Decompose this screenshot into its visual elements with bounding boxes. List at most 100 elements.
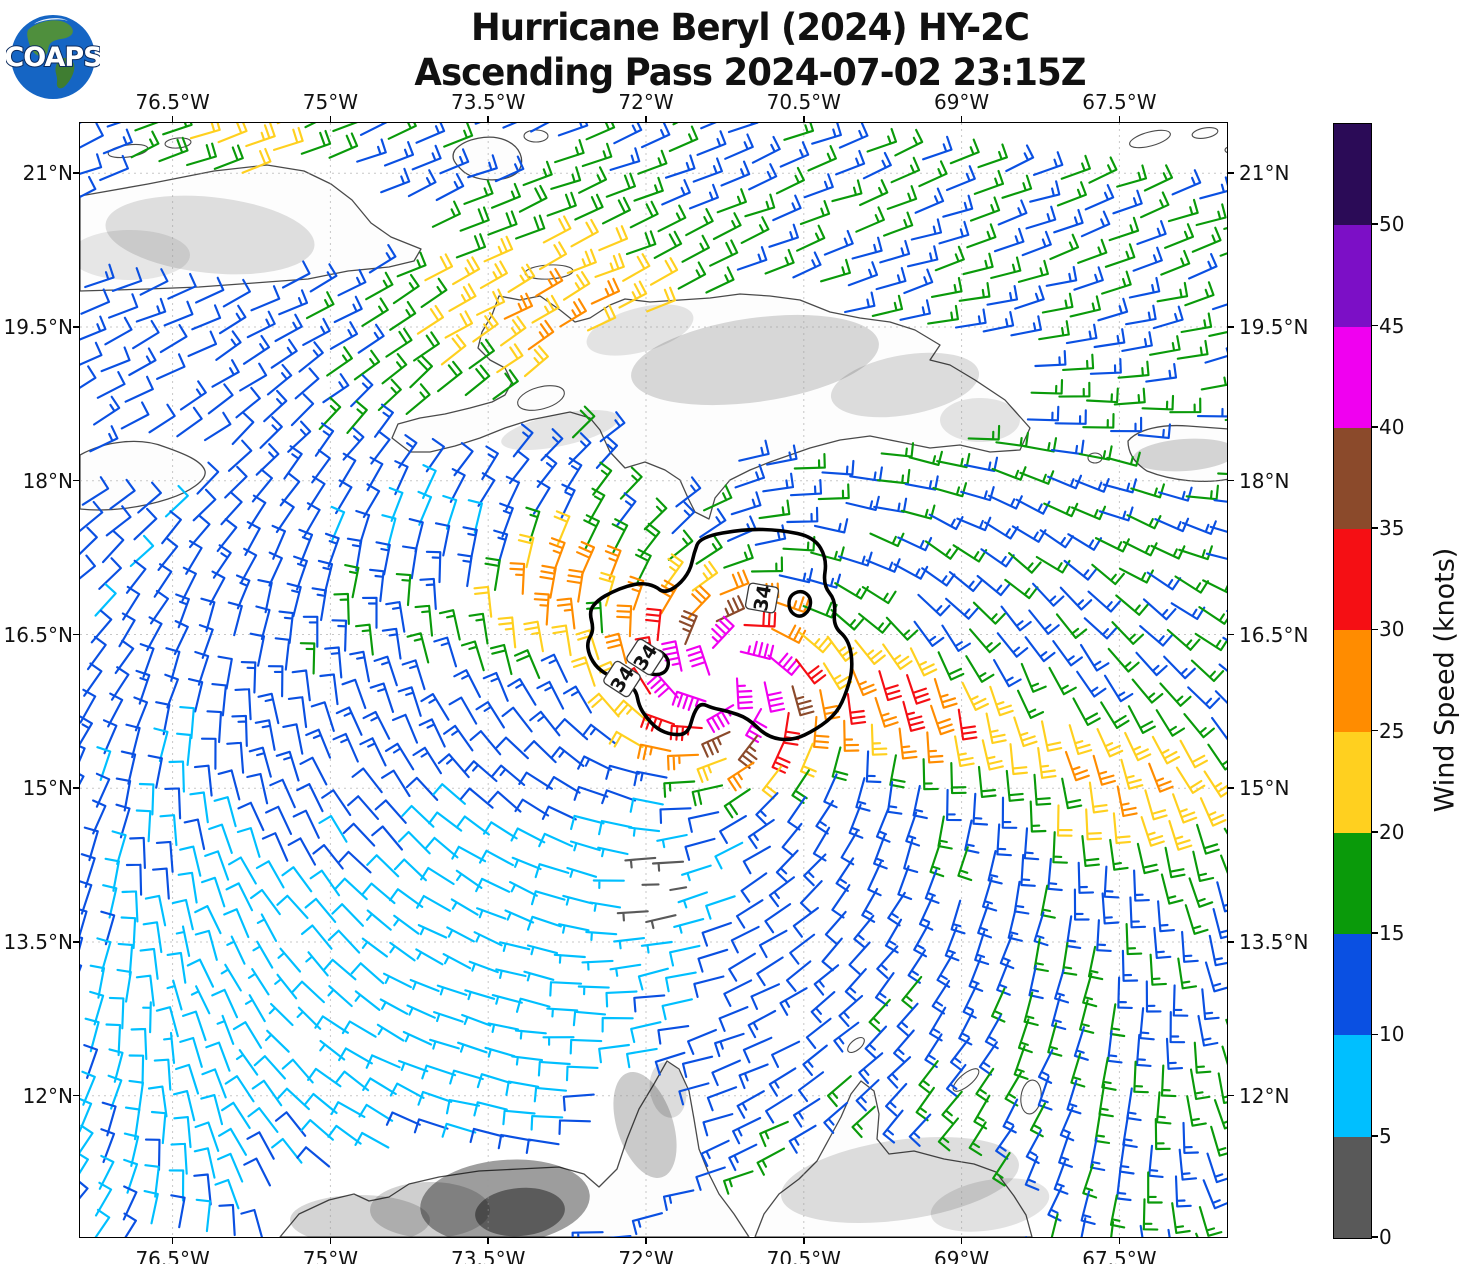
coaps-logo: COAPS xyxy=(3,8,104,102)
land-south-america-west xyxy=(279,1060,750,1237)
y-tickmark-right xyxy=(1227,1094,1234,1097)
terrain-shading xyxy=(105,195,315,275)
x-tick-label-bottom: 72°W xyxy=(618,1247,674,1264)
x-tickmark-bottom xyxy=(803,1237,805,1244)
map-plot-area: 34 34 34 xyxy=(80,123,1227,1237)
turks-islet xyxy=(1129,129,1171,149)
colorbar-tickmark xyxy=(1371,932,1378,934)
terrain-shading xyxy=(930,1178,1050,1232)
contour-34kt-inner-loop xyxy=(787,589,813,618)
x-tickmark-bottom xyxy=(171,1237,174,1244)
x-tickmark-top xyxy=(645,116,647,123)
y-tick-label-right: 19.5°N xyxy=(1239,315,1309,339)
y-tickmark-left xyxy=(73,479,80,482)
x-tick-label-top: 67.5°W xyxy=(1082,90,1157,114)
wind-barbs xyxy=(80,123,1227,1237)
colorbar-tickmark xyxy=(1371,426,1378,428)
terrain-shading xyxy=(1133,438,1227,472)
colorbar-segment xyxy=(1334,528,1371,631)
colorbar-tickmark xyxy=(1371,1033,1378,1036)
colorbar-tick-label: 25 xyxy=(1379,718,1405,743)
x-tickmark-top xyxy=(803,116,805,123)
y-tickmark-left xyxy=(73,1094,80,1097)
colorbar-segment xyxy=(1334,224,1371,327)
x-tick-label-bottom: 76.5°W xyxy=(135,1247,210,1264)
y-tick-label-left: 12°N xyxy=(22,1083,73,1108)
y-tickmark-right xyxy=(1227,787,1234,789)
colorbar-tick-label: 35 xyxy=(1379,516,1405,541)
y-tick-label-left: 21°N xyxy=(22,161,73,186)
terrain-shading xyxy=(370,1182,490,1237)
y-tick-label-right: 18°N xyxy=(1239,468,1290,493)
x-tick-label-top: 73.5°W xyxy=(451,90,526,114)
colorbar-segment xyxy=(1334,629,1371,732)
turks-islet xyxy=(1224,146,1227,154)
colorbar-tick-label: 0 xyxy=(1379,1225,1392,1249)
x-tickmark-bottom xyxy=(1118,1237,1121,1244)
colorbar-tickmark xyxy=(1371,1236,1378,1238)
colorbar xyxy=(1333,123,1372,1239)
terrain-shading xyxy=(940,398,1020,442)
x-tickmark-top xyxy=(1118,116,1121,123)
x-tick-label-top: 72°W xyxy=(618,90,674,114)
y-tick-label-left: 15°N xyxy=(22,776,73,801)
terrain-shading xyxy=(290,1195,430,1237)
colorbar-tickmark xyxy=(1371,729,1378,732)
colorbar-tick-label: 45 xyxy=(1379,313,1405,338)
y-tickmark-right xyxy=(1227,326,1234,328)
contour-label-34: 34 xyxy=(744,582,780,614)
turks-islet xyxy=(1191,127,1219,139)
y-tickmark-left xyxy=(73,172,80,174)
x-tick-label-bottom: 67.5°W xyxy=(1082,1247,1157,1264)
land-jamaica xyxy=(80,440,206,511)
x-tickmark-bottom xyxy=(960,1237,963,1244)
terrain-shading xyxy=(80,230,190,280)
colorbar-tick-label: 10 xyxy=(1379,1022,1405,1047)
terrain-shading xyxy=(586,304,694,356)
land-masses xyxy=(80,127,1227,1237)
colorbar-segment xyxy=(1334,1136,1371,1238)
y-tickmark-right xyxy=(1227,479,1234,482)
terrain-shading xyxy=(781,1137,1019,1223)
x-tick-label-bottom: 73.5°W xyxy=(451,1247,526,1264)
y-tick-label-right: 21°N xyxy=(1239,161,1290,186)
y-tickmark-right xyxy=(1227,941,1234,943)
contour-label-text: 34 xyxy=(750,583,776,613)
colorbar-tick-label: 40 xyxy=(1379,414,1405,439)
x-tickmark-top xyxy=(329,116,332,123)
terrain-shading xyxy=(631,314,879,406)
gonave-island xyxy=(517,385,565,411)
x-tickmark-bottom xyxy=(329,1237,332,1244)
curacao xyxy=(952,1068,980,1092)
y-tick-label-right: 13.5°N xyxy=(1239,930,1309,954)
y-tick-label-right: 12°N xyxy=(1239,1083,1290,1108)
colorbar-tick-label: 30 xyxy=(1379,617,1405,642)
colorbar-tick-label: 5 xyxy=(1379,1123,1392,1148)
x-tick-label-top: 76.5°W xyxy=(135,90,210,114)
aruba xyxy=(847,1036,865,1054)
colorbar-segment xyxy=(1334,123,1371,226)
terrain-shading xyxy=(475,1187,565,1237)
land-venezuela xyxy=(754,1080,1033,1237)
little-inagua xyxy=(523,129,549,143)
colorbar-tickmark xyxy=(1371,1134,1378,1137)
colorbar-segment xyxy=(1334,832,1371,935)
x-tick-label-bottom: 69°W xyxy=(933,1247,990,1264)
x-tick-label-bottom: 70.5°W xyxy=(766,1247,841,1264)
colorbar-tickmark xyxy=(1371,223,1378,226)
chart-title-line2: Ascending Pass 2024-07-02 23:15Z xyxy=(414,51,1086,94)
x-tick-label-top: 69°W xyxy=(933,90,990,114)
land-puerto-rico xyxy=(1127,424,1227,483)
colorbar-segment xyxy=(1334,933,1371,1036)
x-tick-label-top: 75°W xyxy=(302,90,358,114)
y-tick-label-right: 16.5°N xyxy=(1239,622,1309,647)
contour-34kt-main xyxy=(585,527,854,742)
y-tick-label-left: 16.5°N xyxy=(3,622,74,647)
terrain-shading xyxy=(830,352,980,418)
colorbar-tickmark xyxy=(1371,324,1378,327)
colorbar-segment xyxy=(1334,427,1371,530)
y-tickmark-left xyxy=(73,326,80,328)
land-cuba xyxy=(80,164,422,292)
y-tick-label-left: 19.5°N xyxy=(3,315,74,339)
